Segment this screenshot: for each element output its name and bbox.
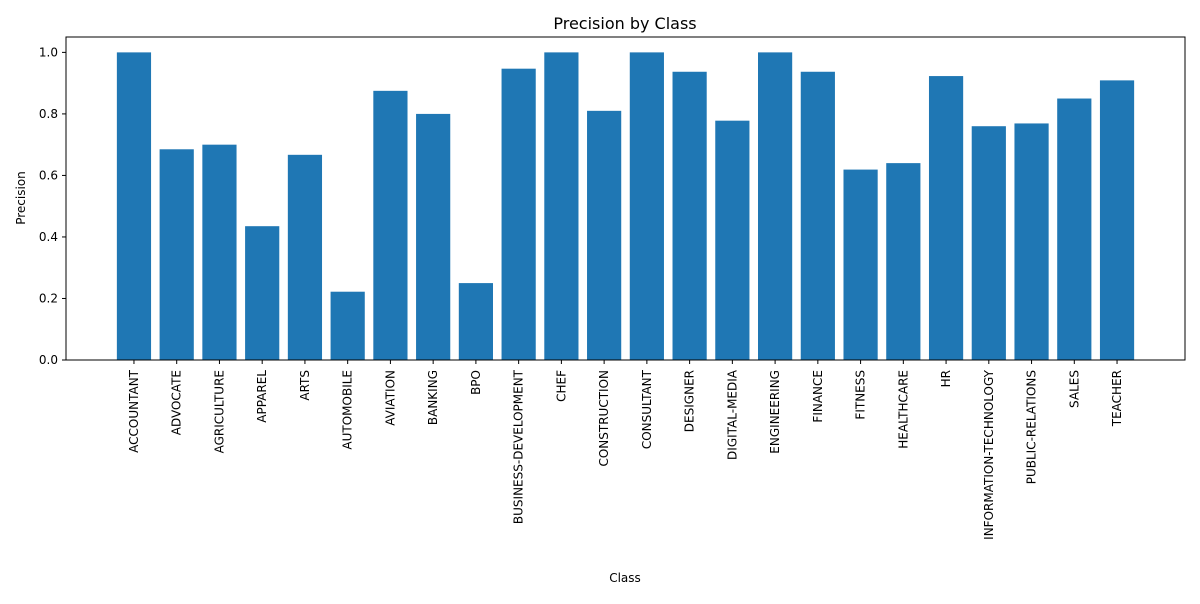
bar-hr: [928, 76, 964, 360]
bar-teacher: [1099, 80, 1135, 361]
bars-layer: [116, 52, 1135, 361]
bar-bpo: [458, 283, 493, 360]
plot-frame: [65, 36, 1186, 361]
bar-finance: [800, 71, 835, 360]
x-axis-label: Class: [609, 571, 641, 585]
bar-business-development: [501, 68, 536, 361]
bar-digital-media: [715, 120, 750, 360]
bar-sales: [1057, 98, 1092, 361]
bar-healthcare: [886, 163, 921, 360]
x-tick-label: BPO: [469, 370, 483, 395]
bar-engineering: [758, 52, 793, 360]
bar-apparel: [245, 226, 280, 360]
x-tick-label: TEACHER: [1110, 370, 1124, 427]
y-tick-label: 0.4: [39, 230, 58, 244]
bar-chef: [544, 52, 579, 360]
x-tick-label: AVIATION: [383, 370, 397, 426]
x-tick-label: DIGITAL-MEDIA: [725, 369, 739, 460]
x-tick-label: CONSULTANT: [640, 369, 654, 449]
x-tick-label: SALES: [1067, 370, 1081, 408]
y-tick-label: 0.0: [39, 353, 58, 367]
bar-agriculture: [202, 144, 237, 360]
x-axis-ticks: ACCOUNTANT ADVOCATE AGRICULTURE APPAREL ARTS…: [127, 360, 1124, 540]
x-tick-label: BUSINESS-DEVELOPMENT: [512, 369, 526, 524]
x-tick-label: ADVOCATE: [170, 370, 184, 435]
bar-public-relations: [1014, 123, 1049, 360]
bar-consultant: [629, 52, 664, 360]
x-tick-label: FINANCE: [811, 370, 825, 423]
x-tick-label: AGRICULTURE: [212, 370, 226, 453]
x-tick-label: PUBLIC-RELATIONS: [1025, 370, 1039, 484]
bar-automobile: [330, 291, 365, 360]
x-tick-label: HEALTHCARE: [896, 370, 910, 449]
bar-construction: [587, 110, 622, 360]
bar-banking: [416, 113, 451, 361]
x-tick-label: ACCOUNTANT: [127, 369, 141, 453]
x-tick-label: AUTOMOBILE: [341, 370, 355, 450]
x-tick-label: ARTS: [298, 370, 312, 401]
chart-title: Precision by Class: [553, 14, 696, 33]
x-tick-label: DESIGNER: [683, 370, 697, 432]
bar-aviation: [373, 90, 408, 360]
x-tick-label: CONSTRUCTION: [597, 370, 611, 467]
bar-accountant: [116, 52, 152, 360]
y-axis-ticks: 0.0 0.2 0.4 0.6 0.8 1.0: [39, 45, 66, 367]
y-tick-label: 0.8: [39, 107, 58, 121]
y-axis-label: Precision: [14, 171, 28, 225]
x-tick-label: CHEF: [554, 370, 568, 402]
x-tick-label: HR: [939, 370, 953, 387]
y-tick-label: 0.2: [39, 291, 58, 305]
x-tick-label: APPAREL: [255, 370, 269, 423]
x-tick-label: FITNESS: [854, 370, 868, 420]
bar-arts: [287, 154, 323, 360]
bar-designer: [672, 71, 707, 360]
y-tick-label: 0.6: [39, 168, 58, 182]
bar-fitness: [843, 169, 878, 360]
x-tick-label: BANKING: [426, 370, 440, 425]
x-tick-label: INFORMATION-TECHNOLOGY: [982, 369, 996, 539]
bar-advocate: [159, 149, 194, 360]
y-tick-label: 1.0: [39, 45, 58, 59]
bar-information-technology: [971, 126, 1006, 360]
x-tick-label: ENGINEERING: [768, 370, 782, 454]
